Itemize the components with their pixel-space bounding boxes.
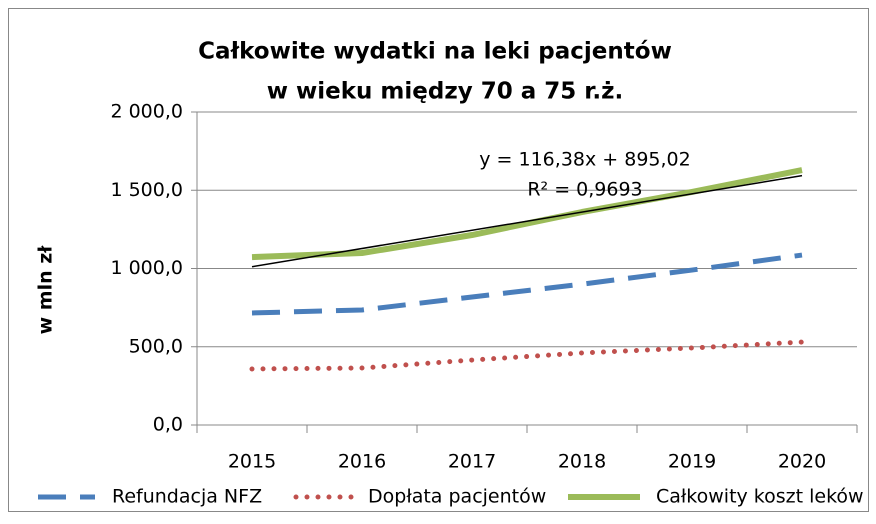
chart-title: Całkowite wydatki na leki pacjentów: [198, 39, 672, 65]
y-tick-label: 0,0: [153, 414, 183, 436]
trendline-equation: y = 116,38x + 895,02: [479, 149, 690, 171]
series-line: [251, 252, 803, 316]
trendline: [251, 174, 803, 268]
y-axis-label: w mln zł: [35, 245, 57, 335]
chart-title: w wieku między 70 a 75 r.ż.: [267, 79, 623, 105]
series-line: [251, 167, 803, 261]
x-tick-label: 2015: [228, 451, 276, 473]
legend-label: Dopłata pacjentów: [368, 486, 546, 508]
series-line: [249, 339, 805, 372]
y-tick-label: 1 500,0: [110, 179, 183, 201]
chart-border: [8, 8, 869, 512]
trendline-r2: R² = 0,9693: [527, 179, 642, 201]
y-tick-label: 1 000,0: [110, 257, 183, 279]
x-tick-label: 2019: [668, 451, 716, 473]
legend-label: Całkowity koszt leków: [656, 486, 864, 508]
y-tick-label: 2 000,0: [110, 101, 183, 123]
x-tick-label: 2018: [558, 451, 606, 473]
x-tick-label: 2016: [338, 451, 386, 473]
y-tick-label: 500,0: [129, 335, 183, 357]
legend-label: Refundacja NFZ: [112, 486, 262, 508]
x-tick-label: 2017: [448, 451, 496, 473]
x-tick-label: 2020: [778, 451, 826, 473]
